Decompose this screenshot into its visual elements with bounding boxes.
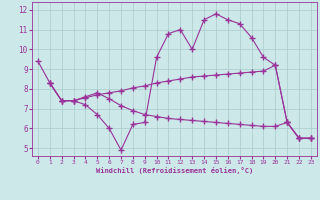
X-axis label: Windchill (Refroidissement éolien,°C): Windchill (Refroidissement éolien,°C) (96, 167, 253, 174)
